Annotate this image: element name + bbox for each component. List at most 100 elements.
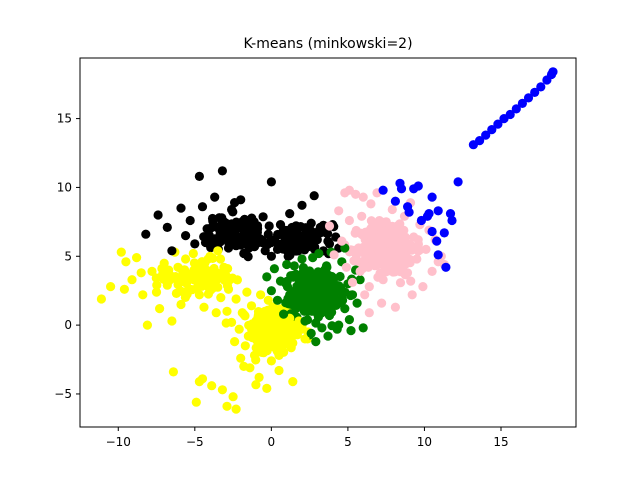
- data-point: [223, 243, 234, 253]
- data-point: [453, 177, 463, 187]
- data-point: [347, 290, 358, 300]
- data-point: [297, 200, 307, 210]
- data-point: [162, 222, 172, 232]
- data-point: [257, 326, 267, 336]
- data-point: [364, 282, 374, 292]
- data-point: [116, 247, 126, 257]
- data-point: [200, 237, 211, 248]
- data-point: [378, 275, 388, 285]
- data-point: [390, 302, 400, 312]
- data-point: [240, 341, 250, 351]
- data-point: [352, 298, 362, 308]
- data-point: [268, 315, 278, 325]
- data-point: [264, 221, 274, 231]
- data-point: [246, 301, 257, 311]
- data-point: [548, 67, 558, 77]
- data-point: [308, 253, 318, 263]
- data-point: [217, 385, 227, 395]
- data-point: [272, 327, 283, 337]
- data-point: [335, 284, 345, 294]
- data-point: [315, 222, 325, 232]
- data-point: [340, 304, 350, 314]
- data-point: [254, 372, 264, 382]
- data-point: [227, 204, 237, 215]
- data-point: [274, 365, 284, 376]
- data-point: [346, 326, 356, 336]
- data-point: [151, 287, 162, 297]
- data-point: [328, 295, 338, 305]
- data-point: [288, 377, 298, 387]
- y-tick-label: 15: [57, 112, 72, 126]
- data-point: [302, 293, 312, 303]
- data-point: [487, 125, 497, 135]
- data-point: [249, 242, 260, 252]
- data-point: [378, 185, 388, 195]
- data-point: [216, 293, 226, 303]
- data-point: [320, 287, 330, 297]
- data-point: [223, 284, 234, 294]
- data-point: [384, 248, 394, 259]
- data-point: [280, 323, 290, 333]
- data-point: [291, 304, 301, 314]
- data-point: [180, 292, 190, 302]
- data-point: [298, 301, 309, 311]
- data-point: [96, 294, 106, 304]
- data-point: [269, 264, 279, 274]
- data-point: [210, 192, 220, 202]
- data-point: [197, 202, 208, 212]
- data-point: [347, 277, 358, 287]
- data-point: [167, 246, 177, 256]
- data-point: [309, 299, 319, 310]
- data-point: [211, 308, 221, 318]
- data-point: [243, 331, 253, 341]
- data-point: [266, 177, 276, 187]
- data-point: [288, 243, 298, 253]
- data-point: [433, 206, 443, 216]
- data-point: [291, 224, 301, 234]
- data-point: [236, 353, 246, 363]
- data-point: [272, 295, 283, 305]
- data-point: [475, 136, 485, 146]
- data-point: [271, 305, 281, 315]
- data-point: [355, 275, 365, 285]
- data-point: [191, 397, 201, 407]
- data-point: [142, 320, 152, 330]
- data-point: [406, 276, 416, 286]
- data-point: [360, 290, 370, 300]
- data-point: [340, 243, 350, 253]
- data-point: [329, 273, 339, 283]
- data-point: [249, 350, 260, 360]
- data-point: [222, 306, 232, 316]
- data-point: [294, 237, 304, 248]
- data-point: [312, 235, 322, 245]
- data-point: [433, 250, 443, 260]
- data-point: [269, 342, 279, 352]
- x-tick-label: 15: [493, 435, 508, 449]
- data-point: [334, 320, 344, 330]
- data-point: [173, 262, 183, 272]
- data-point: [119, 284, 129, 294]
- data-point: [197, 374, 208, 384]
- data-point: [511, 104, 521, 114]
- data-point: [282, 231, 292, 241]
- data-point: [185, 284, 195, 294]
- data-point: [338, 295, 348, 305]
- data-point: [432, 236, 442, 246]
- data-point: [251, 316, 261, 326]
- data-point: [387, 204, 397, 215]
- data-point: [151, 273, 161, 283]
- y-tick-label: −5: [54, 387, 72, 401]
- data-point: [279, 309, 289, 319]
- data-point: [239, 361, 249, 371]
- data-point: [266, 286, 276, 296]
- data-point: [230, 198, 240, 208]
- data-point: [358, 323, 368, 333]
- data-point: [354, 243, 364, 253]
- data-point: [377, 298, 387, 308]
- data-point: [305, 281, 315, 291]
- data-point: [262, 272, 272, 282]
- data-point: [167, 316, 177, 326]
- y-tick-label: 10: [57, 180, 72, 194]
- data-point: [323, 331, 333, 341]
